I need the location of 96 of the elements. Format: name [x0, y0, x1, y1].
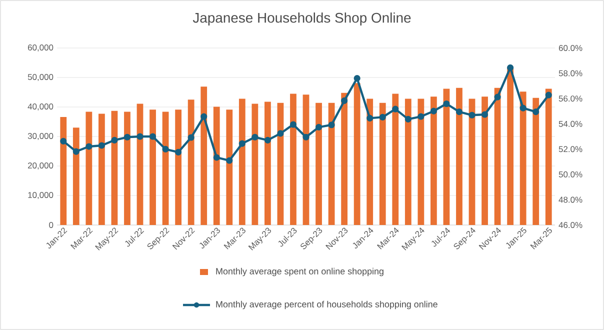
- point: [86, 143, 92, 150]
- point: [226, 157, 233, 164]
- y-tick-label: 50,000: [28, 74, 54, 81]
- point: [392, 106, 399, 112]
- point: [111, 136, 118, 144]
- point: [188, 134, 194, 141]
- bar: [532, 98, 540, 225]
- bar: [468, 98, 476, 225]
- point: [124, 134, 131, 140]
- point: [328, 122, 335, 128]
- bar: [98, 114, 105, 225]
- point: [238, 140, 246, 147]
- point: [136, 133, 144, 140]
- bar: [418, 98, 424, 225]
- bar: [72, 128, 80, 225]
- point: [72, 148, 80, 155]
- y2-tick-label: 50.0%: [558, 171, 582, 178]
- point: [354, 75, 360, 82]
- bar: [162, 112, 169, 225]
- chart-title: Japanese Households Shop Online: [192, 12, 411, 26]
- bar: [316, 102, 322, 225]
- point: [175, 148, 182, 156]
- bar: [404, 98, 412, 225]
- bar: [213, 106, 220, 225]
- y-tick-label: 20,000: [28, 162, 54, 170]
- bar: [188, 100, 194, 225]
- bar: [290, 94, 296, 225]
- bar: [124, 112, 130, 225]
- point: [404, 116, 412, 122]
- bar: [443, 88, 450, 225]
- point: [481, 111, 488, 118]
- bar: [494, 88, 501, 225]
- bar: [60, 117, 67, 225]
- point: [520, 104, 526, 112]
- point: [252, 134, 258, 140]
- y2-tick-label: 60.0%: [558, 45, 582, 51]
- bar: [175, 110, 182, 225]
- legend-label: Monthly average percent of households shopping online: [216, 300, 438, 310]
- y-tick-label: 60,000: [28, 44, 54, 52]
- point: [149, 133, 156, 140]
- bar: [302, 94, 310, 225]
- point: [315, 124, 322, 130]
- y2-tick-label: 52.0%: [558, 146, 582, 152]
- point: [468, 112, 476, 118]
- y-tick-label: 0: [49, 222, 54, 228]
- bar: [354, 83, 360, 225]
- point: [418, 113, 424, 120]
- y2-tick-label: 56.0%: [558, 96, 582, 102]
- point: [507, 64, 514, 72]
- bar: [136, 104, 144, 225]
- point: [302, 134, 310, 140]
- point: [341, 97, 348, 104]
- point: [98, 142, 105, 149]
- bar: [430, 96, 437, 225]
- bar: [226, 110, 233, 225]
- bar: [341, 92, 348, 225]
- point: [443, 100, 450, 108]
- point: [264, 136, 271, 144]
- bar: [520, 92, 526, 225]
- point: [532, 108, 540, 116]
- y2-tick-label: 58.0%: [558, 70, 582, 76]
- point: [494, 94, 501, 100]
- y2-tick-label: 46.0%: [558, 222, 582, 228]
- point: [162, 146, 169, 152]
- point: [277, 130, 284, 137]
- bar: [200, 86, 208, 225]
- bar: [277, 102, 284, 225]
- point: [213, 154, 220, 161]
- bar: [111, 110, 118, 225]
- bar: [545, 88, 552, 225]
- bar: [507, 67, 514, 225]
- bar: [392, 94, 399, 225]
- point: [545, 92, 552, 98]
- bar: [150, 110, 156, 225]
- bar: [264, 102, 271, 225]
- point: [456, 108, 463, 116]
- bar: [252, 104, 258, 225]
- bar: [328, 102, 335, 225]
- bar: [366, 98, 374, 225]
- point: [430, 108, 437, 114]
- y2-tick-label: 54.0%: [558, 120, 582, 127]
- y2-tick-label: 48.0%: [558, 196, 582, 203]
- legend-label: Monthly average spent on online shopping: [216, 268, 384, 276]
- bar: [482, 96, 488, 225]
- bar: [379, 102, 386, 225]
- point: [379, 114, 386, 120]
- point: [200, 113, 208, 120]
- y-tick-label: 40,000: [28, 104, 54, 110]
- point: [290, 121, 297, 128]
- bar: [456, 88, 462, 225]
- bar: [86, 112, 92, 225]
- point: [366, 114, 374, 122]
- point: [60, 138, 67, 144]
- y-tick-label: 10,000: [28, 192, 54, 199]
- y-tick-label: 30,000: [28, 133, 54, 140]
- bar: [238, 98, 246, 225]
